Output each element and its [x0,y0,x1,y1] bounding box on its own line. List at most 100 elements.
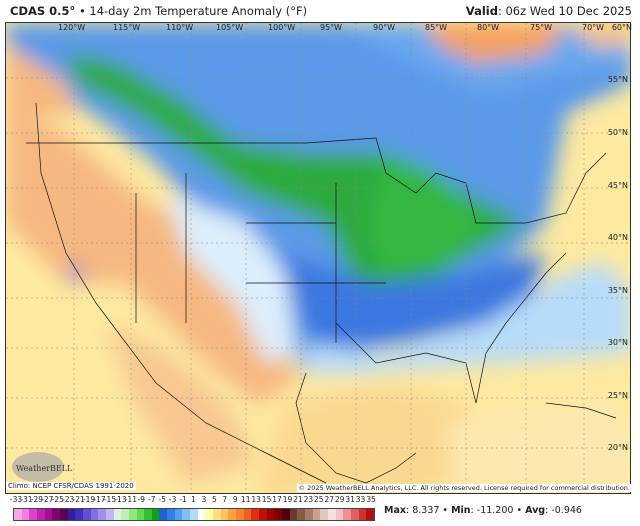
valid-label: Valid [465,4,498,18]
colorbar-tick-label: -9 [137,495,146,504]
colorbar-tick-label: -19 [82,495,96,504]
lat-label: 25°N [607,391,628,400]
lon-label: 90°W [373,23,396,32]
colorbar-tick-label: 5 [211,495,217,504]
anomaly-field [6,23,630,493]
min-label: Min [451,505,471,516]
climo-note: Climo: NCEP CFSR/CDAS 1991-2020 [6,482,136,490]
colorbar-swatch [67,509,76,520]
colorbar-swatch [144,509,152,520]
colorbar-swatch [182,509,191,520]
colorbar-swatch [52,509,60,520]
colorbar-swatch [205,509,214,520]
colorbar-tick-label: 23 [303,495,314,504]
max-label: Max [384,505,406,516]
colorbar-swatch [151,509,160,520]
colorbar-swatch [190,509,198,520]
colorbar-tick-label: -13 [114,495,127,504]
colorbar-tick-label: 13 [251,495,261,504]
colorbar-swatch [281,509,290,520]
colorbar-tick-label: -33 [9,495,23,504]
colorbar-tick-label: -11 [124,495,137,504]
colorbar-tick-label: 33 [355,495,366,504]
colorbar-tick-label: -27 [41,495,54,504]
model-name: CDAS 0.5° [10,4,76,18]
colorbar-swatch [228,509,237,520]
colorbar-swatch [243,509,252,520]
colorbar-swatch [44,509,53,520]
lon-label: 100°W [268,23,296,32]
copyright-note: © 2025 WeatherBELL Analytics, LLC. All r… [296,484,632,492]
colorbar-swatch [220,509,229,520]
field-stats: Max: 8.337 • Min: -11.200 • Avg: -0.946 [384,505,582,516]
lat-label: 50°N [607,128,628,137]
colorbar-swatch [274,509,282,520]
colorbar-swatch [335,509,344,520]
colorbar-tick-label: 1 [191,495,196,504]
avg-value: : -0.946 [545,505,582,516]
colorbar-tick-label: 25 [314,495,324,504]
colorbar-swatch [128,509,137,520]
lat-label: 45°N [607,181,628,190]
map-title: CDAS 0.5° • 14-day 2m Temperature Anomal… [10,4,307,18]
lon-label: 80°W [477,23,500,32]
colorbar-tick-label: -25 [51,495,64,504]
colorbar-swatch [327,509,336,520]
colorbar-swatch [213,509,221,520]
lon-label: 70°W [582,23,605,32]
colorbar-swatch [358,509,367,520]
colorbar-tick-label: 29 [334,495,345,504]
colorbar [13,508,375,521]
colorbar-tick-label: 27 [324,495,335,504]
colorbar-tick-label: -7 [147,495,156,504]
colorbar-swatch [297,509,305,520]
colorbar-swatch [36,509,45,520]
lat-label: 40°N [607,233,628,242]
lon-label: 85°W [425,23,448,32]
colorbar-swatch [29,509,37,520]
lat-label: 60°N [611,23,632,32]
colorbar-tick-label: 3 [201,495,207,504]
colorbar-tick-label: 35 [366,495,376,504]
colorbar-swatch [105,509,114,520]
colorbar-swatch [159,509,168,520]
colorbar-tick-label: -15 [103,495,117,504]
colorbar-swatch [312,509,321,520]
colorbar-tick-label: 7 [222,495,228,504]
svg-text:WeatherBELL: WeatherBELL [16,464,73,473]
valid-value: : 06z Wed 10 Dec 2025 [497,4,632,18]
colorbar-swatch [14,509,22,520]
valid-time: Valid: 06z Wed 10 Dec 2025 [466,4,632,18]
colorbar-tick-label: -5 [158,495,166,504]
lon-label: 115°W [113,23,141,32]
colorbar-swatch [251,509,259,520]
anomaly-map [5,22,631,494]
colorbar-swatch [197,509,206,520]
colorbar-tick-label: -31 [20,495,33,504]
lon-label: 75°W [530,23,553,32]
colorbar-swatch [259,509,267,520]
colorbar-tick-label: -23 [62,495,75,504]
colorbar-swatch [121,509,129,520]
colorbar-tick-label: 19 [282,495,293,504]
colorbar-swatch [304,509,313,520]
weatherbell-logo: WeatherBELL [12,452,73,482]
lon-label: 95°W [320,23,343,32]
colorbar-tick-label: 31 [345,495,355,504]
lat-label: 20°N [607,443,628,452]
colorbar-swatch [350,509,359,520]
lon-label: 110°W [166,23,194,32]
colorbar-swatch [136,509,145,520]
colorbar-tick-label: -1 [179,495,187,504]
colorbar-swatch [98,509,106,520]
avg-label: Avg [525,505,546,516]
colorbar-swatch [266,509,275,520]
colorbar-swatch [343,509,351,520]
colorbar-swatch [59,509,68,520]
colorbar-swatch [320,509,328,520]
colorbar-swatch [21,509,30,520]
colorbar-tick-label: 11 [240,495,251,504]
max-value: : 8.337 • [406,505,452,516]
colorbar-swatch [289,509,298,520]
lat-label: 35°N [607,286,628,295]
